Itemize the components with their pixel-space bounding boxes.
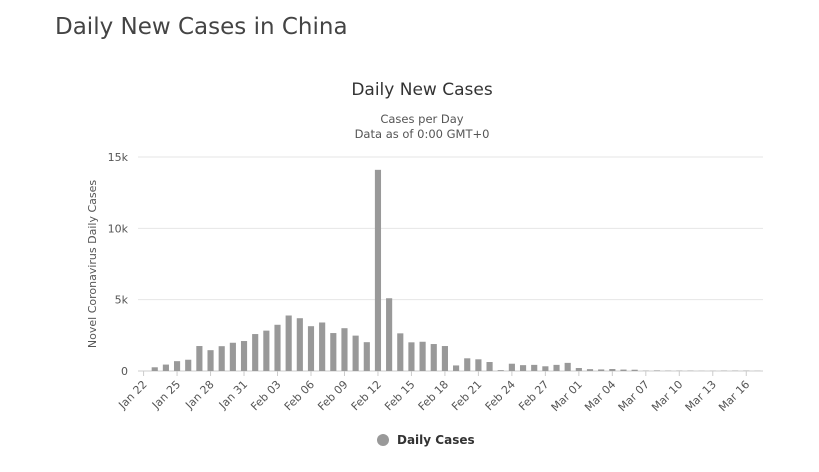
bar-feb-22[interactable] (486, 362, 493, 371)
bar-feb-15[interactable] (408, 342, 415, 371)
bar-feb-26[interactable] (531, 364, 538, 371)
x-tick-label-feb-21: Feb 21 (449, 378, 484, 413)
bar-feb-14[interactable] (397, 333, 404, 371)
bar-feb-25[interactable] (519, 365, 527, 371)
y-axis-label: Novel Coronavirus Daily Cases (86, 180, 99, 348)
bar-feb-20[interactable] (464, 358, 471, 371)
bar-feb-19[interactable] (453, 365, 460, 371)
page-heading: Daily New Cases in China (55, 14, 348, 40)
x-tick-label-feb-09: Feb 09 (315, 378, 350, 413)
bar-jan-26[interactable] (185, 359, 192, 371)
x-tick-label-mar-10: Mar 10 (649, 378, 685, 414)
bar-feb-24[interactable] (508, 363, 515, 371)
y-tick-label-5k: 5k (115, 294, 129, 307)
x-tick-label-feb-18: Feb 18 (416, 378, 451, 413)
bar-feb-29[interactable] (564, 362, 571, 371)
y-tick-label-15k: 15k (108, 151, 129, 164)
legend-label-daily-cases[interactable]: Daily Cases (397, 433, 475, 447)
bar-feb-05[interactable] (296, 318, 303, 371)
chart-subtitle-line-2: Data as of 0:00 GMT+0 (355, 127, 490, 141)
bar-feb-03[interactable] (274, 324, 281, 371)
x-tick-label-feb-12: Feb 12 (349, 378, 384, 413)
x-tick-label-feb-27: Feb 27 (516, 378, 551, 413)
bar-feb-07[interactable] (319, 322, 326, 371)
bar-jan-28[interactable] (207, 350, 214, 371)
legend[interactable]: Daily Cases (377, 433, 475, 447)
x-tick-label-jan-25: Jan 25 (149, 378, 183, 412)
x-tick-label-feb-24: Feb 24 (483, 378, 518, 413)
bar-feb-04[interactable] (285, 315, 292, 372)
x-tick-label-jan-28: Jan 28 (182, 378, 216, 412)
bar-series-daily-cases (151, 169, 761, 372)
bar-mar-03[interactable] (598, 369, 605, 371)
bar-mar-05[interactable] (620, 369, 627, 371)
x-tick-label-feb-06: Feb 06 (282, 378, 317, 413)
bar-mar-08[interactable] (653, 370, 661, 371)
bar-mar-06[interactable] (631, 369, 638, 371)
bar-feb-06[interactable] (307, 326, 315, 371)
bar-feb-10[interactable] (352, 335, 359, 371)
x-tick-label-mar-04: Mar 04 (582, 378, 618, 414)
bar-feb-17[interactable] (430, 344, 437, 371)
bar-jan-23[interactable] (151, 367, 158, 371)
bar-jan-29[interactable] (218, 346, 225, 371)
bar-jan-24[interactable] (162, 364, 169, 371)
y-axis-ticks: 0 5k 10k 15k (108, 151, 129, 378)
bar-mar-01[interactable] (575, 368, 582, 371)
bar-jan-31[interactable] (240, 341, 248, 371)
legend-marker-daily-cases (377, 434, 389, 446)
x-tick-label-feb-15: Feb 15 (382, 378, 417, 413)
x-tick-label-mar-01: Mar 01 (549, 378, 585, 414)
bar-jan-27[interactable] (196, 346, 203, 371)
chart-title: Daily New Cases (351, 80, 493, 100)
bar-jan-30[interactable] (229, 342, 236, 371)
bar-feb-13[interactable] (386, 298, 393, 371)
bar-jan-25[interactable] (173, 361, 181, 371)
bar-feb-12[interactable] (374, 169, 382, 371)
bar-feb-08[interactable] (330, 333, 337, 371)
bar-feb-28[interactable] (553, 364, 560, 371)
bar-feb-01[interactable] (252, 334, 259, 371)
bar-feb-11[interactable] (363, 342, 370, 371)
bar-feb-18[interactable] (441, 346, 448, 371)
y-tick-label-10k: 10k (108, 222, 129, 235)
bar-feb-02[interactable] (263, 330, 270, 371)
bar-feb-23[interactable] (497, 370, 504, 371)
y-tick-label-0: 0 (121, 365, 128, 378)
bar-feb-16[interactable] (419, 341, 426, 371)
bar-feb-09[interactable] (341, 328, 348, 371)
y-gridlines (138, 156, 763, 372)
x-tick-label-feb-03: Feb 03 (248, 378, 283, 413)
bar-mar-04[interactable] (609, 369, 616, 371)
x-tick-label-jan-22: Jan 22 (115, 378, 149, 412)
bar-feb-21[interactable] (475, 359, 482, 371)
bar-feb-27[interactable] (542, 366, 549, 371)
x-tick-label-mar-07: Mar 07 (616, 378, 652, 414)
x-tick-label-jan-31: Jan 31 (216, 378, 250, 412)
bar-mar-02[interactable] (586, 369, 594, 371)
chart-subtitle-line-1: Cases per Day (380, 112, 463, 126)
x-tick-label-mar-16: Mar 16 (716, 378, 752, 414)
x-tick-label-mar-13: Mar 13 (683, 378, 719, 414)
